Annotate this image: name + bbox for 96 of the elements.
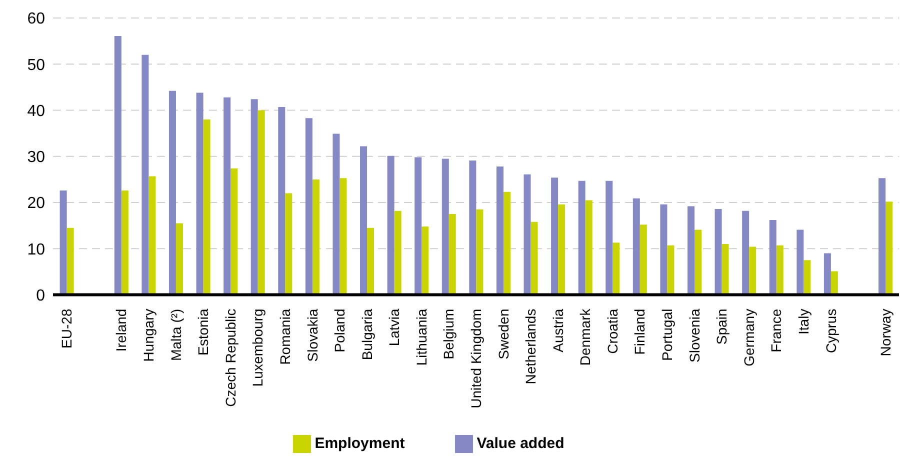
- x-tick-label: Croatia: [604, 308, 620, 354]
- bar: [360, 146, 368, 295]
- x-tick-label: Belgium: [440, 308, 457, 360]
- bar: [114, 36, 122, 295]
- bar: [66, 228, 74, 295]
- bar: [203, 119, 210, 295]
- x-tick-label: Malta (²): [168, 308, 184, 361]
- x-tick-label: Sweden: [495, 308, 512, 360]
- bar: [606, 180, 613, 295]
- x-tick-label: Cyprus: [822, 308, 839, 354]
- bar: [224, 97, 231, 295]
- x-tick-label: Slovenia: [686, 308, 702, 362]
- bar: [496, 166, 504, 295]
- bar: [524, 174, 531, 295]
- x-tick-label: Lithuania: [413, 308, 430, 366]
- bar: [476, 209, 484, 295]
- bar: [340, 178, 347, 295]
- bar: [878, 178, 886, 295]
- bar: [612, 242, 620, 295]
- bar: [830, 271, 838, 295]
- bar: [250, 99, 258, 295]
- bar: [742, 210, 750, 295]
- bar: [168, 90, 176, 295]
- x-tick-label: Hungary: [140, 308, 157, 362]
- x-tick-label: Romania: [276, 308, 293, 365]
- bar: [448, 214, 456, 295]
- x-tick-label: EU-28: [58, 308, 75, 348]
- bar: [176, 223, 183, 295]
- x-tick-label: Ireland: [113, 308, 130, 352]
- x-tick-label: Slovakia: [304, 308, 320, 362]
- bar: [121, 190, 128, 295]
- bar: [558, 204, 566, 295]
- bar: [278, 107, 286, 295]
- bar: [414, 157, 422, 295]
- x-tick-label: Netherlands: [522, 308, 539, 384]
- x-tick-label: France: [768, 308, 784, 352]
- bar: [688, 206, 694, 295]
- bar: [258, 110, 265, 295]
- x-tick-label: Italy: [795, 308, 812, 334]
- bar: [694, 230, 702, 295]
- bar: [722, 244, 729, 295]
- x-tick-label: Finland: [632, 308, 648, 355]
- x-tick-label: United Kingdom: [468, 308, 484, 408]
- bar: [394, 210, 402, 295]
- bar: [714, 208, 722, 295]
- bar: [422, 226, 429, 295]
- bar: [578, 180, 586, 295]
- bar: [749, 246, 756, 295]
- y-tick-label: 20: [27, 195, 46, 212]
- bar: [660, 204, 668, 295]
- x-tick-label: Austria: [550, 308, 566, 352]
- y-tick-label: 10: [27, 241, 46, 258]
- bar: [285, 193, 292, 295]
- bar: [196, 92, 204, 295]
- x-tick-label: Spain: [714, 308, 730, 345]
- bar: [796, 230, 804, 295]
- x-tick-label: Latvia: [386, 308, 402, 346]
- x-tick-label: Norway: [877, 308, 894, 356]
- x-tick-label: Czech Republic: [222, 308, 238, 407]
- x-tick-label: Poland: [332, 308, 348, 352]
- bar: [551, 178, 558, 295]
- y-tick-label: 50: [27, 56, 46, 74]
- x-tick-label: Estonia: [195, 308, 212, 356]
- bar: [442, 158, 449, 295]
- bar: [387, 156, 394, 295]
- bar: [332, 134, 340, 295]
- bar: [305, 118, 312, 295]
- bar: [776, 245, 784, 295]
- bar: [886, 202, 893, 295]
- bar: [503, 192, 510, 295]
- y-tick-label: 30: [27, 149, 46, 166]
- y-tick-label: 60: [27, 10, 46, 28]
- bar: [530, 222, 538, 295]
- bar: [769, 220, 776, 295]
- x-tick-label: Denmark: [577, 308, 594, 366]
- bar: [142, 54, 149, 295]
- x-tick-label: Portugal: [659, 308, 676, 361]
- legend-label: Employment: [314, 435, 405, 452]
- bar: [469, 160, 476, 295]
- bar: [312, 179, 320, 295]
- bar: [632, 198, 640, 295]
- x-tick-label: Germany: [740, 308, 757, 366]
- legend-label: Value added: [476, 435, 564, 452]
- x-tick-label: Bulgaria: [358, 308, 375, 360]
- bar: [367, 228, 374, 295]
- bar: [230, 168, 238, 295]
- bar: [585, 200, 592, 295]
- bar: [60, 190, 67, 295]
- bar: [804, 260, 811, 295]
- bar: [640, 224, 647, 295]
- y-tick-label: 40: [27, 102, 46, 120]
- bar: [148, 176, 156, 295]
- bar: [824, 253, 831, 295]
- y-tick-label: 0: [36, 287, 46, 304]
- bar: [667, 245, 674, 295]
- x-tick-label: Luxembourg: [250, 308, 266, 387]
